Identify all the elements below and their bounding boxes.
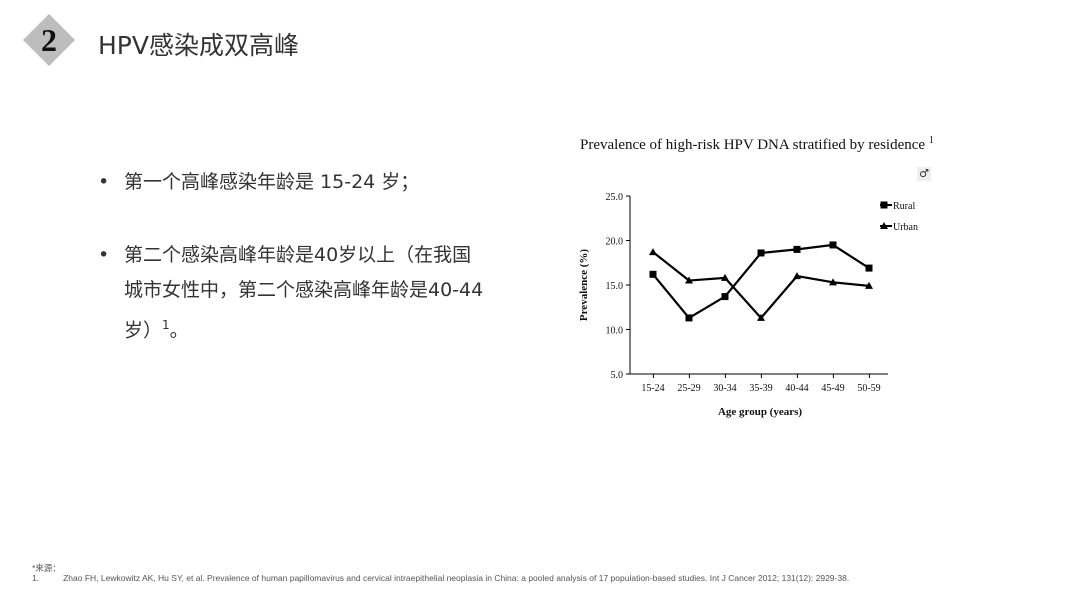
x-axis-label: Age group (years): [718, 406, 802, 418]
data-point-urban: [793, 272, 801, 280]
data-point-urban: [685, 276, 693, 284]
data-point-rural: [721, 293, 729, 301]
x-tick-label: 35-39: [749, 383, 772, 394]
data-point-rural: [793, 245, 801, 253]
data-point-urban: [721, 273, 729, 281]
data-point-rural: [865, 264, 873, 272]
bullet-item: • 第一个高峰感染年龄是 15-24 岁；: [98, 165, 484, 200]
footnote-label: *来源：: [32, 563, 61, 573]
data-point-urban: [649, 248, 657, 256]
x-tick-label: 40-44: [785, 383, 808, 394]
y-tick-label: 25.0: [606, 192, 624, 203]
x-tick-label: 25-29: [677, 383, 700, 394]
legend-marker: [880, 222, 888, 229]
line-chart: 5.0 10.0 15.0 20.0 25.0 15-24 25-29 30-34 35-39 4…: [578, 192, 918, 418]
bullet-text: 第二个感染高峰年龄是40岁以上（在我国城市女性中，第二个感染高峰年龄是40-44…: [124, 244, 484, 342]
data-point-urban: [865, 281, 873, 289]
data-point-urban: [829, 278, 837, 286]
data-point-rural: [649, 270, 657, 278]
y-tick-label: 10.0: [606, 326, 624, 337]
footnote: 1. Zhao FH, Lewkowitz AK, Hu SY, et al. P…: [32, 573, 850, 583]
x-tick-label: 50-59: [857, 383, 880, 394]
x-tick-label: 30-34: [713, 383, 736, 394]
bullet-dot: •: [98, 244, 110, 266]
bullet-text: 第一个高峰感染年龄是 15-24 岁；: [124, 171, 420, 193]
male-icon: ♂: [917, 167, 931, 181]
legend-label-urban: Urban: [893, 222, 918, 233]
chart-title: Prevalence of high-risk HPV DNA stratifi…: [580, 135, 934, 153]
bullet-dot: •: [98, 171, 110, 193]
y-tick-label: 5.0: [611, 370, 624, 381]
x-tick-label: 45-49: [821, 383, 844, 394]
slide-number: 2: [41, 22, 57, 58]
slide-number-badge: 2: [23, 14, 75, 66]
data-point-rural: [685, 314, 693, 322]
legend-label-rural: Rural: [893, 201, 915, 212]
data-point-urban: [757, 313, 765, 321]
page-title: HPV感染成双高峰: [98, 31, 299, 60]
y-axis-label: Prevalence (%): [578, 249, 590, 322]
y-tick-label: 20.0: [606, 237, 624, 248]
y-tick-label: 15.0: [606, 281, 624, 292]
data-point-rural: [757, 249, 765, 257]
bullet-item: • 第二个感染高峰年龄是40岁以上（在我国城市女性中，第二个感染高峰年龄是40-…: [98, 238, 484, 348]
legend-marker: [880, 201, 888, 209]
x-tick-label: 15-24: [641, 383, 664, 394]
data-point-rural: [829, 241, 837, 249]
